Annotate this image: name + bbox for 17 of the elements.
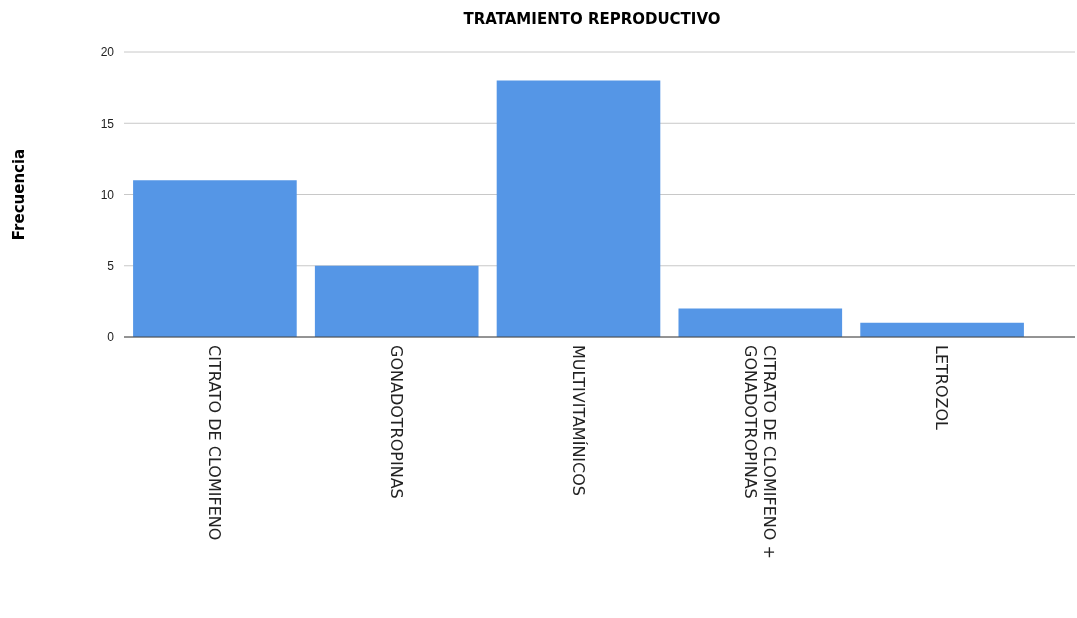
- x-tick-label: LETROZOL: [932, 345, 952, 431]
- y-tick-label: 10: [100, 187, 115, 202]
- bar: [678, 308, 843, 337]
- x-tick-label: CITRATO DE CLOMIFENO + GONADOTROPINAS: [741, 345, 780, 559]
- y-tick-label: 5: [107, 259, 115, 274]
- y-tick-label: 0: [107, 330, 115, 345]
- y-axis-title: Frecuencia: [10, 148, 28, 241]
- y-tick-label: 20: [100, 45, 115, 60]
- bar: [133, 180, 297, 337]
- x-tick-label: CITRATO DE CLOMIFENO: [205, 345, 225, 541]
- chart-title: TRATAMIENTO REPRODUCTIVO: [463, 10, 721, 28]
- y-tick-label: 15: [100, 116, 115, 131]
- x-tick-label: MULTIVITAMÍNICOS: [568, 345, 588, 496]
- bar: [860, 322, 1024, 337]
- bar: [496, 80, 661, 337]
- x-tick-label: GONADOTROPINAS: [387, 345, 407, 499]
- bar: [314, 265, 479, 337]
